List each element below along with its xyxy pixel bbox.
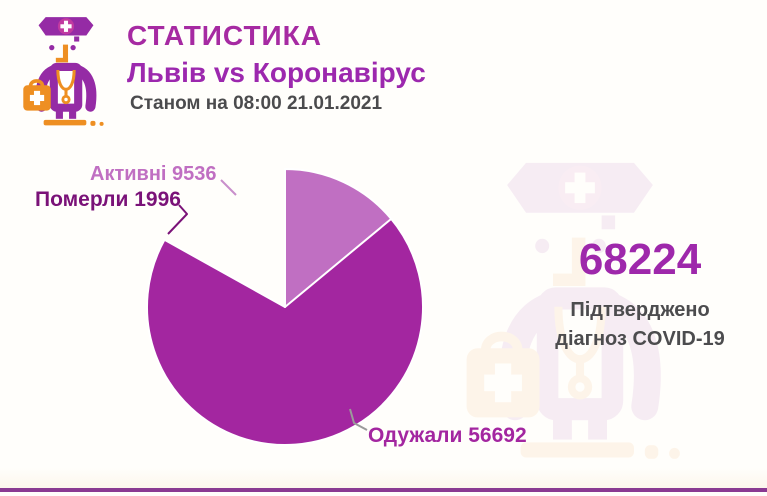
summary-block: 68224 Підтверджено діагноз COVID-19 [505, 238, 767, 354]
caption-line-2: діагноз COVID-19 [555, 328, 725, 350]
page-subtitle: Львів vs Коронавірус [127, 57, 426, 88]
pie-slice-Активні [284, 168, 393, 308]
pie-label-active: Активні 9536 [90, 163, 217, 185]
total-confirmed-caption: Підтверджено діагноз COVID-19 [505, 296, 767, 354]
pie-chart [146, 168, 424, 446]
pie-label-deaths: Померли 1996 [35, 188, 181, 211]
caption-line-1: Підтверджено [570, 299, 710, 321]
pie-label-recovered: Одужали 56692 [368, 424, 527, 447]
timestamp-label: Станом на 08:00 21.01.2021 [130, 93, 383, 114]
bottom-tint [0, 468, 767, 488]
doctor-icon [14, 8, 118, 130]
page-title: СТАТИСТИКА [127, 20, 322, 51]
total-confirmed-number: 68224 [578, 235, 702, 284]
bottom-accent-bar [0, 488, 767, 492]
